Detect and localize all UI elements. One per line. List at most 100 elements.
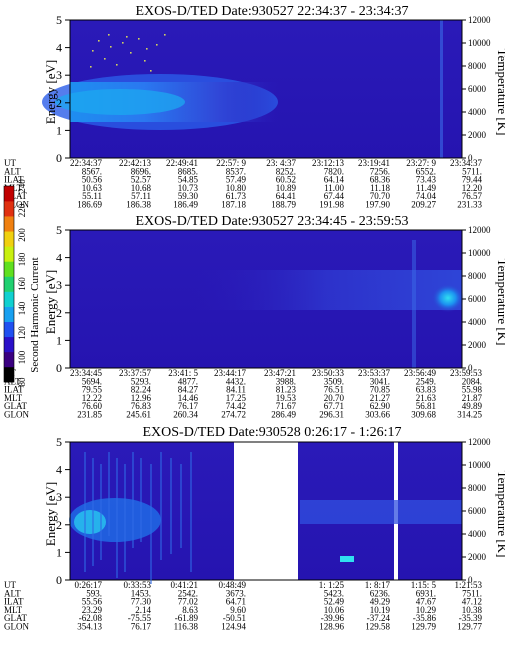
panel-3-table-cell: 76.17 xyxy=(131,622,152,632)
panel-3-row-label: MLT xyxy=(4,605,23,615)
panel-3-burst-core xyxy=(74,510,106,534)
panel-3-table-cell: 0:48:49 xyxy=(218,580,246,590)
panel-1-left-tick-label: 4 xyxy=(56,41,62,55)
panel-2-left-tick-label: 3 xyxy=(56,278,62,292)
panel-1-table-cell: 12.20 xyxy=(462,183,483,193)
panel-1-table-cell: 68.36 xyxy=(370,175,391,185)
panel-2-table-cell: 309.68 xyxy=(411,410,436,420)
panel-1-table-cell: 231.33 xyxy=(457,200,482,210)
panel-1-table-cell: 197.90 xyxy=(365,200,390,210)
panel-1-table-cell: 64.14 xyxy=(324,175,345,185)
panel-1-table-cell: 8537. xyxy=(226,166,246,176)
panel-2-table-cell: 76.17 xyxy=(178,401,199,411)
panel-3-table-cell: -75.55 xyxy=(128,613,152,623)
panel-2-table-cell: 19.53 xyxy=(276,393,297,403)
panel-2-table-cell: 14.46 xyxy=(178,393,199,403)
colorbar-label: Second Harmonic Current xyxy=(29,257,41,372)
panel-2-table-cell: 76.60 xyxy=(82,401,103,411)
panel-3-row-label: GLAT xyxy=(4,613,27,623)
colorbar-swatch xyxy=(4,336,14,353)
panel-1-row-label: GLON xyxy=(4,200,29,210)
panel-2-row-label: ILAT xyxy=(4,385,24,395)
panel-3-band xyxy=(300,500,462,524)
panel-3-burst-streak xyxy=(108,452,110,536)
colorbar-swatch xyxy=(4,351,14,368)
panel-3-table-cell: 10.06 xyxy=(324,605,345,615)
panel-1-table-cell: 23:27: 9 xyxy=(406,158,436,168)
panel-1-table-cell: 79.44 xyxy=(462,175,483,185)
panel-3-burst-streak xyxy=(190,452,192,572)
colorbar-swatch xyxy=(4,366,14,383)
panel-3-burst-streak xyxy=(100,464,102,560)
panel-3-table-cell: 7511. xyxy=(462,588,482,598)
panel-3-table-cell: 52.49 xyxy=(324,597,345,607)
colorbar-swatch xyxy=(4,291,14,307)
panel-3-table-cell: -39.96 xyxy=(321,613,345,623)
panel-3-table-cell: -50.51 xyxy=(223,613,246,623)
panel-1-table-cell: 22:49:41 xyxy=(166,158,198,168)
colorbar-tick-label: 180 xyxy=(17,252,27,266)
panel-2-table-cell: 67.71 xyxy=(324,401,344,411)
panel-2-table-cell: 303.66 xyxy=(365,410,390,420)
panel-3-table-cell: 55.56 xyxy=(82,597,103,607)
panel-1-noise-pixel xyxy=(144,60,146,62)
panel-1-noise-pixel xyxy=(116,64,118,66)
panel-3-burst-streak xyxy=(84,452,86,572)
panel-3-right-tick-label: 0 xyxy=(468,575,473,585)
panel-2-right-tick-label: 2000 xyxy=(468,340,487,350)
panel-1-right-tick-label: 10000 xyxy=(468,38,491,48)
panel-3-table-cell: 64.71 xyxy=(226,597,246,607)
panel-2-left-tick-label: 1 xyxy=(56,333,62,347)
panel-1-table-cell: 209.27 xyxy=(411,200,436,210)
panel-2-table-cell: 81.23 xyxy=(276,385,297,395)
panel-2-table-cell: 20.70 xyxy=(324,393,345,403)
panel-3-table-cell: 6931. xyxy=(416,588,436,598)
panel-2-table-cell: 55.98 xyxy=(462,385,483,395)
panel-3-table-cell: 77.30 xyxy=(131,597,152,607)
colorbar-swatch xyxy=(4,276,14,292)
colorbar-tick-label: 160 xyxy=(17,277,27,291)
panel-1-table-cell: 61.73 xyxy=(226,191,247,201)
panel-2-row-label: GLON xyxy=(4,410,29,420)
panel-1-table-cell: 67.44 xyxy=(324,191,345,201)
panel-1-table-cell: 8685. xyxy=(178,166,198,176)
panel-1-left-tick-label: 0 xyxy=(56,151,62,165)
panel-2-edge-stripe xyxy=(412,240,416,368)
panel-1-table-cell: 186.38 xyxy=(126,200,151,210)
panel-3-burst-streak xyxy=(116,458,118,578)
panel-2-table-cell: 245.61 xyxy=(126,410,151,420)
panel-2-right-axis-label: Temperature [K] xyxy=(495,259,505,346)
panel-3-table-cell: 116.38 xyxy=(174,622,199,632)
panel-3-table-cell: 0:41:21 xyxy=(170,580,198,590)
panel-1-table-cell: 76.57 xyxy=(462,191,483,201)
panel-2-table-cell: 79.55 xyxy=(82,385,103,395)
panel-1-table-cell: 57.49 xyxy=(226,175,247,185)
panel-3-table-cell: -61.89 xyxy=(175,613,199,623)
panel-1-noise-pixel xyxy=(164,34,166,36)
panel-2-left-tick-label: 5 xyxy=(56,223,62,237)
panel-3-burst-streak xyxy=(132,452,134,548)
panel-3-table-cell: 47.12 xyxy=(462,597,482,607)
panel-3-right-tick-label: 10000 xyxy=(468,460,491,470)
panel-2-table-cell: 76.83 xyxy=(131,401,152,411)
panel-1-noise-pixel xyxy=(126,36,128,38)
panel-3-hot-spot xyxy=(340,556,354,562)
panel-2-right-tick-label: 10000 xyxy=(468,248,491,258)
panel-3-burst-streak xyxy=(150,464,152,584)
panel-1-left-axis-label: Energy [eV] xyxy=(43,60,58,124)
panel-3-table-cell: 0:33:53 xyxy=(123,580,151,590)
panel-2-table-cell: 296.31 xyxy=(319,410,344,420)
panel-2-left-tick-label: 0 xyxy=(56,361,62,375)
panel-2-row-label: MLT xyxy=(4,393,23,403)
panel-2: EXOS-D/TED Date:930527 23:34:45 - 23:59:… xyxy=(4,214,505,420)
panel-1-left-tick-label: 5 xyxy=(56,13,62,27)
panel-2-table-cell: 5694. xyxy=(82,376,102,386)
panel-1-row-label: ALT xyxy=(4,166,21,176)
colorbar: 80 100 120 140 160 180 200 220 240 Second Harmon… xyxy=(3,179,41,387)
panel-1-row-label: UT xyxy=(4,158,16,168)
panel-3-table-cell: 6236. xyxy=(370,588,390,598)
panel-2-table-cell: 23:56:49 xyxy=(404,368,437,378)
panel-2-table-cell: 84.11 xyxy=(226,385,246,395)
panel-2-table-cell: 4432. xyxy=(226,376,246,386)
colorbar-swatch xyxy=(4,306,14,322)
